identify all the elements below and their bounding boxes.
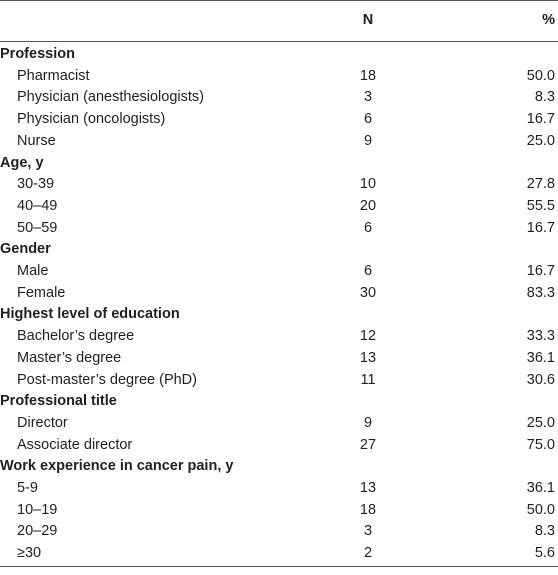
data-row: Pharmacist 18 50.0 bbox=[0, 65, 558, 87]
header-n: N bbox=[362, 12, 374, 28]
percent-cell: 33.3 bbox=[526, 328, 555, 345]
header-percent: % bbox=[542, 12, 555, 28]
percent-cell: 5.6 bbox=[534, 545, 555, 562]
n-cell: 3 bbox=[363, 89, 373, 106]
row-label: Physician (oncologists) bbox=[17, 111, 166, 128]
data-row: 20–29 3 8.3 bbox=[0, 520, 558, 542]
row-label: Post-master’s degree (PhD) bbox=[17, 371, 197, 388]
section-row: Gender bbox=[0, 238, 558, 260]
row-label: Master’s degree bbox=[17, 349, 122, 366]
section-row: Age, y bbox=[0, 152, 558, 174]
data-row: Female 30 83.3 bbox=[0, 282, 558, 304]
data-row: ≥30 2 5.6 bbox=[0, 542, 558, 564]
row-label: Director bbox=[17, 414, 68, 431]
percent-cell: 36.1 bbox=[526, 349, 555, 366]
data-row: Director 9 25.0 bbox=[0, 412, 558, 434]
section-title: Profession bbox=[0, 46, 75, 62]
row-label: 30-39 bbox=[17, 176, 55, 193]
n-cell: 9 bbox=[363, 132, 373, 149]
n-cell: 9 bbox=[363, 414, 373, 431]
row-label: Associate director bbox=[17, 436, 133, 453]
data-row: 50–59 6 16.7 bbox=[0, 217, 558, 239]
percent-cell: 16.7 bbox=[526, 111, 555, 128]
section-title: Work experience in cancer pain, y bbox=[0, 458, 234, 475]
data-row: Male 6 16.7 bbox=[0, 260, 558, 282]
percent-cell: 8.3 bbox=[534, 523, 555, 540]
bottom-rule bbox=[0, 565, 558, 567]
section-title: Gender bbox=[0, 241, 51, 258]
row-label: Pharmacist bbox=[17, 67, 90, 84]
row-label: Nurse bbox=[17, 132, 56, 149]
data-row: 40–49 20 55.5 bbox=[0, 195, 558, 217]
data-row: Master’s degree 13 36.1 bbox=[0, 347, 558, 369]
data-row: Associate director 27 75.0 bbox=[0, 434, 558, 456]
percent-cell: 16.7 bbox=[526, 219, 555, 236]
data-row: Nurse 9 25.0 bbox=[0, 130, 558, 152]
data-row: 10–19 18 50.0 bbox=[0, 499, 558, 521]
n-cell: 18 bbox=[359, 501, 377, 518]
section-row: Highest level of education bbox=[0, 303, 558, 325]
n-cell: 12 bbox=[359, 328, 377, 345]
n-cell: 6 bbox=[363, 219, 373, 236]
n-cell: 13 bbox=[359, 480, 377, 496]
row-label: 5-9 bbox=[17, 480, 38, 496]
section-title: Age, y bbox=[0, 154, 44, 171]
row-label: Bachelor’s degree bbox=[17, 328, 135, 345]
n-cell: 11 bbox=[360, 371, 376, 388]
section-row: Profession bbox=[0, 43, 558, 65]
row-label: ≥30 bbox=[17, 545, 42, 562]
data-row: Physician (anesthesiologists) 3 8.3 bbox=[0, 86, 558, 108]
row-label: 50–59 bbox=[17, 219, 58, 236]
percent-cell: 25.0 bbox=[526, 132, 555, 149]
n-cell: 27 bbox=[359, 436, 377, 453]
percent-cell: 50.0 bbox=[526, 501, 555, 518]
data-row: 30-39 10 27.8 bbox=[0, 173, 558, 195]
percent-cell: 16.7 bbox=[526, 263, 555, 279]
percent-cell: 36.1 bbox=[526, 480, 555, 496]
section-title: Highest level of education bbox=[0, 306, 180, 323]
percent-cell: 83.3 bbox=[526, 284, 555, 301]
header-row: N % bbox=[0, 9, 558, 31]
percent-cell: 55.5 bbox=[526, 197, 555, 214]
section-row: Professional title bbox=[0, 390, 558, 412]
n-cell: 6 bbox=[363, 111, 373, 128]
row-label: 10–19 bbox=[17, 501, 58, 518]
percent-cell: 8.3 bbox=[534, 89, 555, 106]
section-title: Professional title bbox=[0, 393, 117, 410]
n-cell: 18 bbox=[359, 67, 377, 84]
percent-cell: 50.0 bbox=[526, 67, 555, 84]
n-cell: 2 bbox=[363, 545, 373, 562]
data-row: Physician (oncologists) 6 16.7 bbox=[0, 108, 558, 130]
n-cell: 3 bbox=[363, 523, 373, 540]
percent-cell: 25.0 bbox=[526, 414, 555, 431]
header-rule bbox=[0, 41, 558, 42]
row-label: Physician (anesthesiologists) bbox=[17, 89, 204, 106]
data-row: Bachelor’s degree 12 33.3 bbox=[0, 325, 558, 347]
n-cell: 6 bbox=[363, 263, 373, 279]
n-cell: 13 bbox=[359, 349, 377, 366]
percent-cell: 75.0 bbox=[526, 436, 555, 453]
n-cell: 10 bbox=[359, 176, 377, 193]
percent-cell: 30.6 bbox=[526, 371, 555, 388]
row-label: Female bbox=[17, 284, 66, 301]
n-cell: 20 bbox=[359, 197, 377, 214]
row-label: 40–49 bbox=[17, 197, 58, 214]
data-row: 5-9 13 36.1 bbox=[0, 477, 558, 499]
row-label: 20–29 bbox=[17, 523, 58, 540]
top-rule bbox=[0, 0, 558, 1]
n-cell: 30 bbox=[359, 284, 377, 301]
percent-cell: 27.8 bbox=[526, 176, 555, 193]
section-row: Work experience in cancer pain, y bbox=[0, 455, 558, 477]
row-label: Male bbox=[17, 263, 49, 279]
data-row: Post-master’s degree (PhD) 11 30.6 bbox=[0, 369, 558, 391]
